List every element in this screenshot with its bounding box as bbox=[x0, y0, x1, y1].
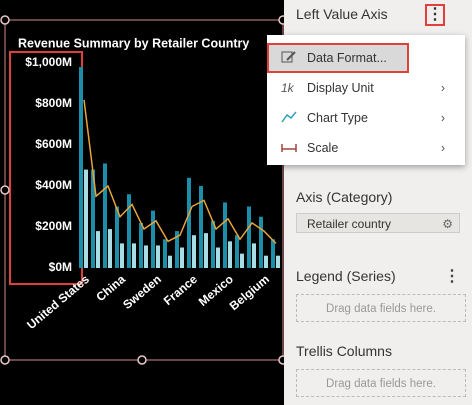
drop-zone[interactable]: Drag data fields here. bbox=[296, 369, 466, 397]
bar bbox=[108, 229, 112, 268]
bar bbox=[271, 239, 275, 268]
bar bbox=[115, 206, 119, 268]
resize-handle bbox=[0, 355, 10, 365]
menu-label: Data Format... bbox=[307, 51, 387, 65]
menu-label: Scale bbox=[307, 141, 339, 155]
menu-item[interactable]: 1k Display Unit › bbox=[267, 73, 465, 103]
field-label: Retailer country bbox=[307, 217, 392, 231]
section-title: Trellis Columns bbox=[296, 343, 392, 359]
chart-background bbox=[0, 0, 284, 405]
menu-label: Display Unit bbox=[307, 81, 374, 95]
bar bbox=[276, 255, 280, 268]
bar bbox=[127, 194, 131, 268]
bar bbox=[216, 247, 220, 268]
y-tick-label: $0M bbox=[49, 260, 72, 274]
bar bbox=[259, 216, 263, 268]
bar bbox=[79, 67, 83, 268]
section-title: Left Value Axis bbox=[296, 6, 388, 22]
context-menu: Data Format... 1k Display Unit › Chart Ty… bbox=[267, 35, 465, 165]
bar bbox=[91, 169, 95, 268]
bar bbox=[235, 235, 239, 268]
bar bbox=[175, 231, 179, 268]
resize-handle bbox=[278, 15, 284, 25]
y-tick-label: $400M bbox=[35, 178, 72, 192]
chart: Revenue Summary by Retailer Country $0M $… bbox=[0, 0, 284, 405]
y-tick-label: $200M bbox=[35, 219, 72, 233]
bar bbox=[199, 186, 203, 268]
icon bbox=[281, 144, 297, 152]
bar bbox=[240, 253, 244, 268]
bar bbox=[144, 245, 148, 268]
kebab-menu[interactable]: ⋮ bbox=[444, 268, 460, 285]
bar bbox=[132, 243, 136, 268]
icon bbox=[281, 111, 297, 123]
drop-zone[interactable]: Drag data fields here. bbox=[296, 294, 466, 322]
bar bbox=[252, 243, 256, 268]
menu-item[interactable]: Chart Type › bbox=[267, 103, 465, 133]
bar bbox=[228, 241, 232, 268]
resize-handle bbox=[278, 355, 284, 365]
y-tick-label: $800M bbox=[35, 96, 72, 110]
bar bbox=[168, 255, 172, 268]
resize-handle bbox=[0, 15, 10, 25]
bar bbox=[156, 245, 160, 268]
field-chip[interactable]: Retailer country ⚙ bbox=[296, 213, 460, 233]
bar bbox=[247, 206, 251, 268]
chart-title: Revenue Summary by Retailer Country bbox=[18, 36, 249, 50]
bar bbox=[96, 231, 100, 268]
bar bbox=[151, 210, 155, 268]
menu-item[interactable]: Data Format... bbox=[267, 43, 409, 73]
icon bbox=[281, 51, 296, 63]
section-title: Legend (Series) bbox=[296, 268, 396, 284]
line-series bbox=[83, 99, 277, 244]
bar bbox=[204, 233, 208, 268]
bar bbox=[187, 177, 191, 268]
bar bbox=[192, 235, 196, 268]
resize-handle bbox=[0, 185, 10, 195]
bar bbox=[120, 243, 124, 268]
y-tick-label: $600M bbox=[35, 137, 72, 151]
menu-item[interactable]: Scale › bbox=[267, 133, 465, 163]
bar bbox=[84, 169, 88, 268]
bar bbox=[103, 163, 107, 268]
bar bbox=[163, 239, 167, 268]
resize-handle bbox=[137, 355, 147, 365]
section-title: Axis (Category) bbox=[296, 189, 393, 205]
bar bbox=[264, 255, 268, 268]
menu-label: Chart Type bbox=[307, 111, 368, 125]
bar bbox=[139, 222, 143, 268]
kebab-menu[interactable]: ⋮ bbox=[425, 4, 445, 26]
bar bbox=[223, 202, 227, 268]
bar bbox=[180, 247, 184, 268]
y-tick-label: $1,000M bbox=[25, 55, 72, 69]
bar bbox=[211, 220, 215, 268]
